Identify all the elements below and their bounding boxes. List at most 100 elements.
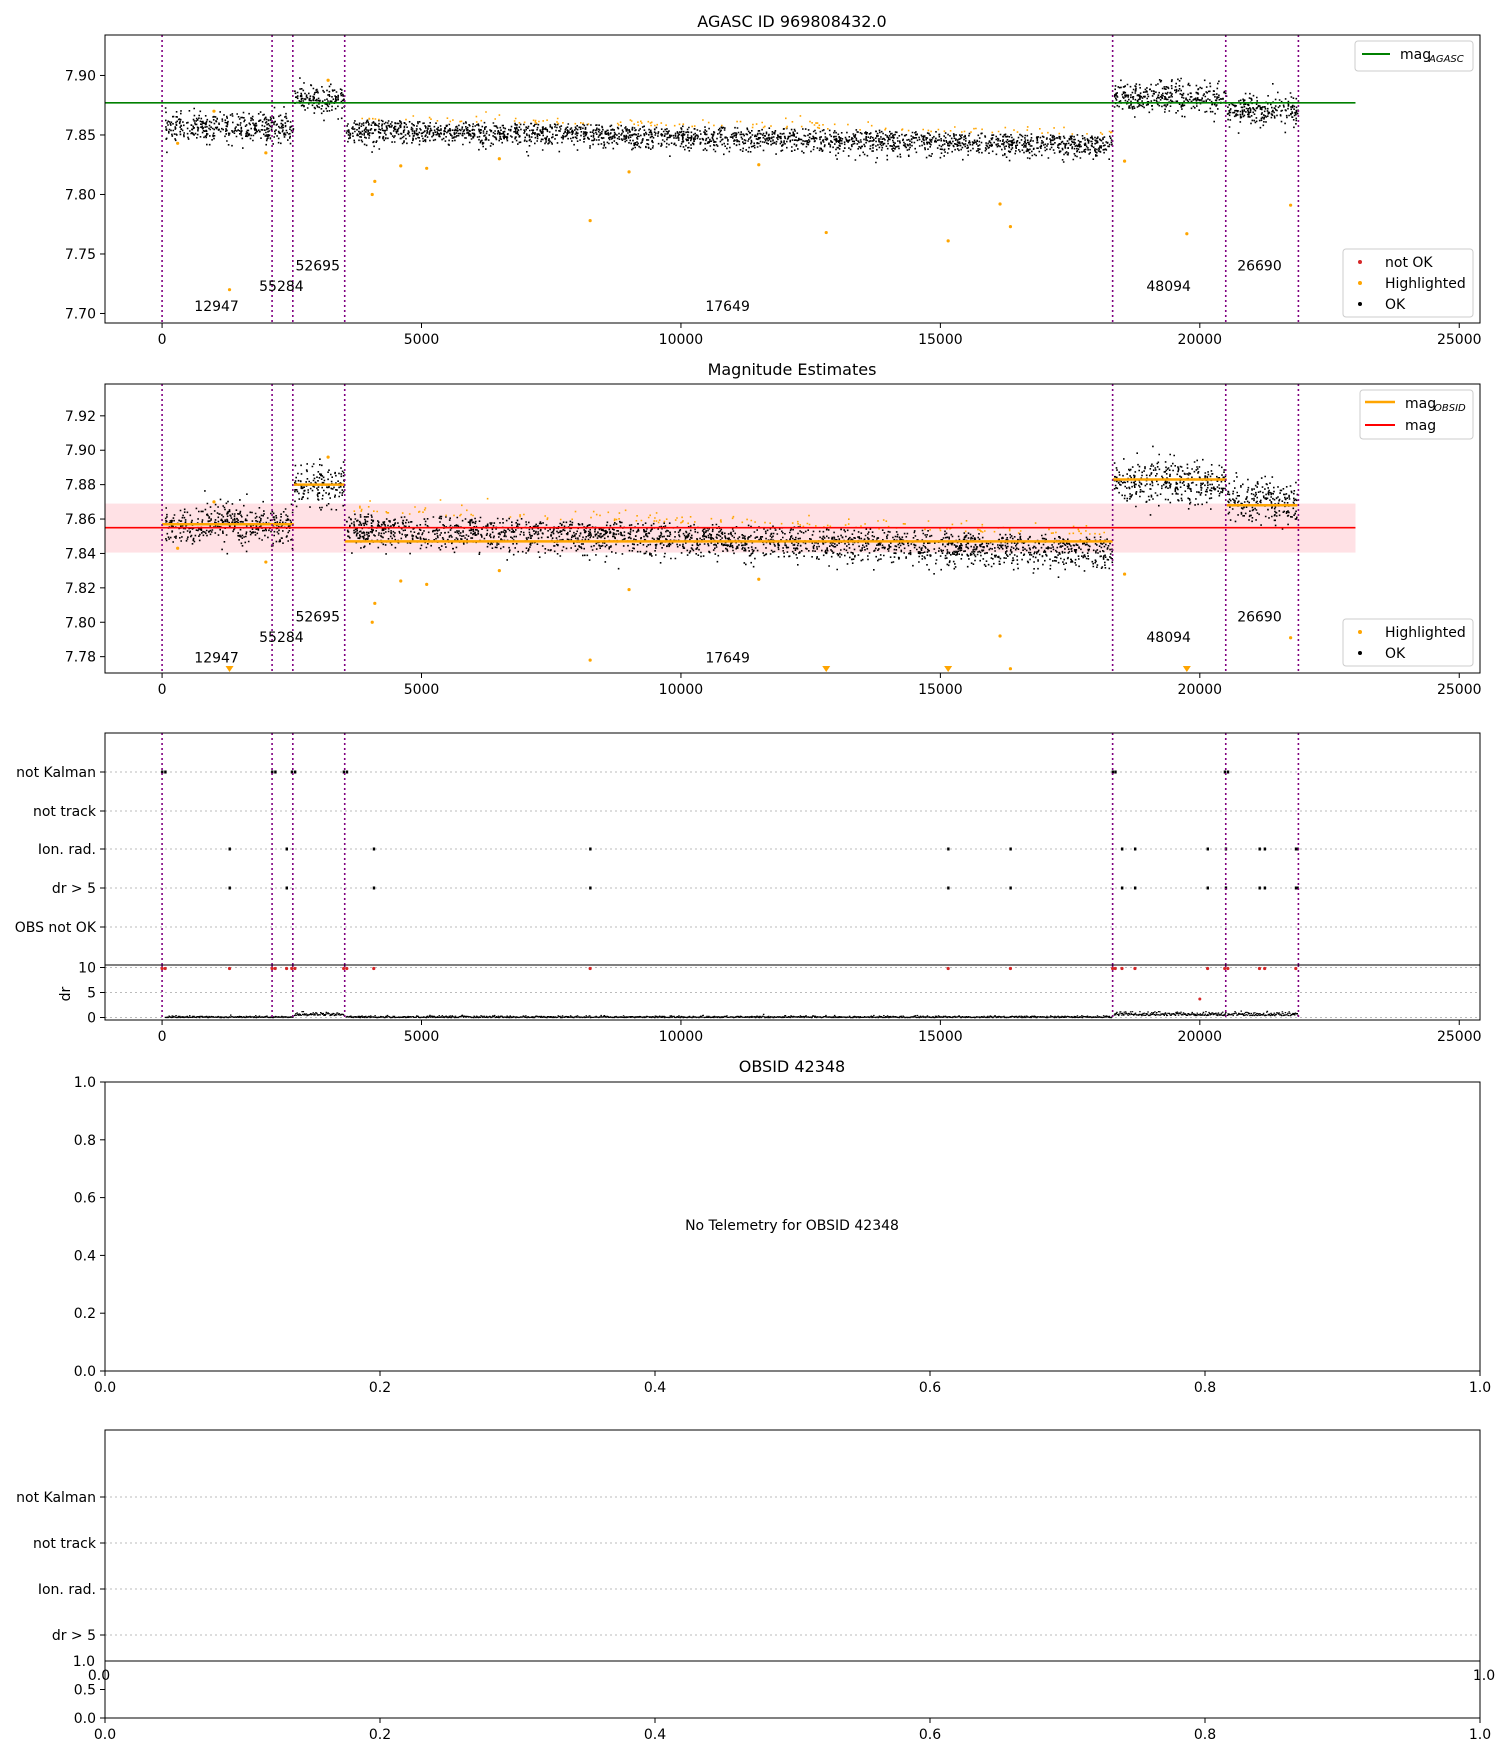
flags-event <box>228 847 231 851</box>
agasc-ytick-label: 7.85 <box>65 128 96 144</box>
flags-event <box>274 770 277 774</box>
mag-obs-label: 26690 <box>1237 609 1282 625</box>
agasc-xtick-label: 10000 <box>659 332 704 348</box>
dr-not-ok-point <box>1205 966 1210 971</box>
flags-row-label: OBS not OK <box>15 920 97 936</box>
dr-ytick-label: 0 <box>87 1011 96 1027</box>
obsid-ytick-label: 0.6 <box>74 1191 96 1207</box>
dr-xtick-label: 15000 <box>918 1029 963 1045</box>
mag-xtick-label: 10000 <box>659 682 704 698</box>
dr-not-ok-point <box>273 966 277 971</box>
flags-event <box>1258 886 1261 890</box>
obsid-ytick-label: 0.0 <box>74 1364 96 1380</box>
mag-highlighted-point <box>1122 572 1127 576</box>
flags2-top-tick: 1.0 <box>73 1654 95 1670</box>
dr-not-ok-point <box>1120 966 1124 971</box>
mag-highlighted-point <box>326 455 330 459</box>
obsid-xtick-label: 0.4 <box>644 1380 666 1396</box>
mag-highlighted-point <box>1008 667 1013 671</box>
flags-event <box>290 770 294 774</box>
flags-event <box>1133 847 1137 851</box>
flags-event <box>285 886 289 890</box>
flags-event <box>372 847 376 851</box>
agasc-highlighted-point <box>946 239 950 243</box>
mag-highlighted-point <box>212 500 216 504</box>
flags-event <box>1009 886 1012 890</box>
flags-panel: not Kalman not track Ion. rad. dr > 5 OBS no… <box>15 732 1481 966</box>
mag-clipped-marker <box>225 666 234 672</box>
agasc-xtick-label: 20000 <box>1178 332 1223 348</box>
mag-highlighted-point <box>176 546 180 550</box>
dr2-frame <box>104 1660 1481 1719</box>
flags-plot-area: not Kalman not track Ion. rad. dr > 5 OBS no… <box>15 733 1480 965</box>
agasc-ytick-label: 7.90 <box>65 68 96 84</box>
dr2-xtick-label: 0.4 <box>644 1727 666 1743</box>
agasc-obs-label: 55284 <box>259 279 304 295</box>
flags-event <box>1223 770 1227 774</box>
obsid-title: OBSID 42348 <box>739 1057 845 1076</box>
agasc-highlighted-point <box>264 151 268 155</box>
agasc-highlighted-point <box>627 170 631 174</box>
agasc-highlighted-point <box>1008 225 1013 229</box>
obsid-panel: OBSID 42348 0.0 0.2 0.4 0.6 0.8 1.00.00.20.40… <box>74 1057 1491 1396</box>
agasc-title: AGASC ID 969808432.0 <box>697 12 886 31</box>
dr-not-ok-point <box>342 966 346 971</box>
dr2-xtick-label: 0.8 <box>1194 1727 1216 1743</box>
dr-not-ok-point <box>1223 966 1227 971</box>
dr2-xtick-label: 1.0 <box>1469 1727 1491 1743</box>
dr-outlier <box>1198 997 1202 1001</box>
mag-highlighted-point <box>588 658 592 662</box>
agasc-legend-bottom: not OK Highlighted OK <box>1342 248 1474 318</box>
flags-event <box>161 770 164 774</box>
flags2-row-label: not Kalman <box>16 1490 96 1506</box>
agasc-legend-sub: AGASC <box>1428 54 1464 65</box>
mag-highlighted-point <box>399 579 403 583</box>
flags-row-label: dr > 5 <box>52 881 96 897</box>
mag-ytick-label: 7.82 <box>65 581 96 597</box>
dr2-plot-area: 0.0 0.5 0.0 0.2 0.4 0.6 0.8 1.0 <box>74 1683 1491 1744</box>
dr-not-ok-point <box>1008 966 1013 971</box>
dr-ytick-label: 10 <box>78 961 96 977</box>
dr-not-ok-point <box>1226 966 1230 971</box>
mag-xtick-label: 15000 <box>918 682 963 698</box>
legend-not-ok: not OK <box>1385 255 1433 271</box>
dr-xtick-label: 0 <box>158 1029 167 1045</box>
dr-not-ok-point <box>1263 966 1267 971</box>
mag-legend-highlighted: Highlighted <box>1385 625 1466 641</box>
mag-clipped-marker <box>944 666 953 672</box>
dr-plot-area: 0 5 10 0 5000 10000 15000 20000 25000 <box>78 961 1481 1046</box>
dr2-panel: 0.0 0.5 0.0 0.2 0.4 0.6 0.8 1.0 <box>74 1660 1491 1744</box>
dr-not-ok-point <box>290 966 294 971</box>
mag-ytick-label: 7.92 <box>65 409 96 425</box>
flags-row-label: not Kalman <box>16 765 96 781</box>
obsid-ytick-label: 0.4 <box>74 1248 96 1264</box>
dr-not-ok-point <box>1257 966 1262 971</box>
flags-event <box>293 770 297 774</box>
dr2-ytick-label: 0.5 <box>74 1683 96 1699</box>
flags-event <box>1258 847 1261 851</box>
agasc-highlighted-point <box>1122 159 1127 163</box>
flags-event <box>1294 886 1298 890</box>
flags-event <box>1009 847 1012 851</box>
flags-event <box>947 847 950 851</box>
agasc-panel: AGASC ID 969808432.0 12947 55284 52695 1764… <box>65 12 1482 348</box>
dr-not-ok-point <box>1294 966 1298 971</box>
agasc-plot-area: 12947 55284 52695 17649 48094 26690 0 5000 10000… <box>65 35 1482 348</box>
agasc-obs-label: 26690 <box>1237 259 1282 275</box>
agasc-highlighted-point <box>176 141 180 145</box>
agasc-legend-label: mag <box>1400 47 1431 63</box>
mag-highlighted-point <box>370 620 374 624</box>
flags-event <box>1263 847 1267 851</box>
flags2-row-label: not track <box>33 1536 97 1552</box>
flags-event <box>1111 770 1115 774</box>
flags-row-label: not track <box>33 804 97 820</box>
no-telemetry-annotation: No Telemetry for OBSID 42348 <box>685 1218 899 1234</box>
flags-event <box>342 770 346 774</box>
agasc-highlighted-point <box>1289 203 1293 207</box>
flags-event <box>271 770 274 774</box>
dr-not-ok-point <box>1133 966 1137 971</box>
obsid-xtick-label: 0.6 <box>919 1380 941 1396</box>
flags2-plot-area: not Kalman not track Ion. rad. dr > 5 <box>16 1490 1480 1644</box>
dr-xtick-label: 20000 <box>1178 1029 1223 1045</box>
